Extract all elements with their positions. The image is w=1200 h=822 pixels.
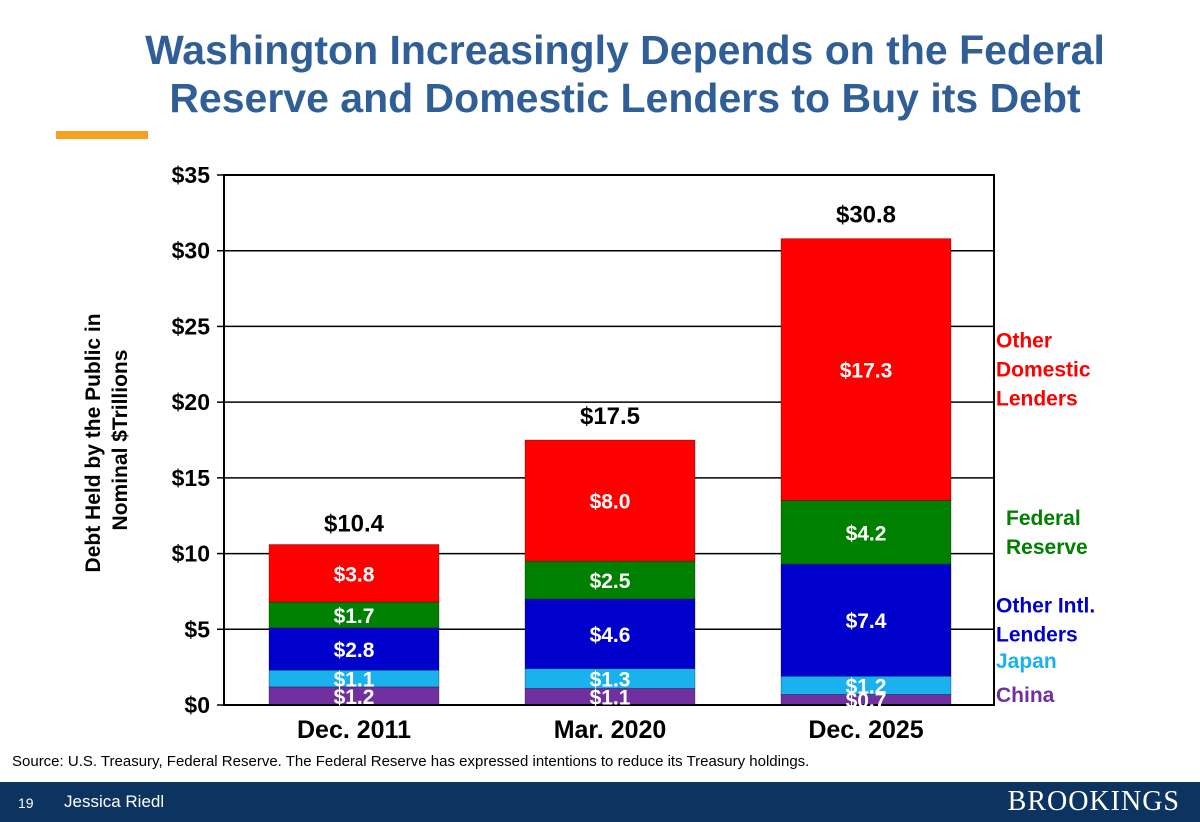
bar-total-label: $10.4 [324,511,385,538]
bar-data-label: $8.0 [590,491,631,514]
bar-data-label: $3.8 [334,563,375,586]
legend-entry: China [996,684,1055,707]
x-category-label: Dec. 2025 [808,716,923,744]
legend-entry: Japan [996,650,1057,673]
y-tick-label: $25 [172,313,211,339]
y-tick-label: $15 [172,465,211,491]
bar-data-label: $1.1 [590,687,631,710]
legend: China Japan Other Intl. Lenders Federal Reser… [996,330,1095,707]
slide-title-line-1: Washington Increasingly Depends on the F… [145,27,1105,73]
bar-data-label: $1.1 [334,669,375,692]
y-tick-label: $0 [184,692,210,718]
y-tick-label: $10 [172,541,210,567]
y-axis-label: Debt Held by the Public in Nominal $Tril… [82,308,132,573]
bar-data-label: $2.8 [334,639,375,662]
bar-segment [780,238,952,501]
bar-segment [268,544,440,603]
slide-title-line-2: Reserve and Domestic Lenders to Buy its … [169,75,1081,121]
bar-data-label: $1.7 [334,605,375,628]
stacked-bar-chart: $0$5$10$15$20$25$30$35 $1.2$1.1$2.8$1.7$… [82,162,1095,744]
bar-data-label: $2.5 [590,570,631,593]
bar-data-label: $1.3 [590,669,631,692]
brookings-logo: BROOKINGS [1007,786,1180,817]
page-number: 19 [18,795,34,811]
y-tick-label: $30 [172,238,210,264]
bar-data-label: $1.2 [846,675,887,698]
bar-data-label: $0.7 [846,690,887,713]
legend-entry: Other Intl. Lenders [996,595,1095,647]
bar-data-label: $4.6 [590,624,631,647]
footer-bar: 19 Jessica Riedl BROOKINGS [0,782,1200,822]
y-tick-label: $35 [172,162,211,188]
x-category-label: Dec. 2011 [297,716,411,744]
bar-data-label: $4.2 [846,522,887,545]
plot-frame [223,174,995,706]
y-tick-label: $20 [172,389,210,415]
y-axis-ticks: $0 $5 $10 $15 $20 $25 $30 $35 [172,162,224,718]
bar-segment [524,598,696,670]
bars [268,238,952,706]
y-axis-label-line-2: Nominal $Trillions [109,350,132,531]
bar-segment [780,563,952,677]
y-tick-label: $5 [184,616,210,642]
bar-segment [524,560,696,600]
legend-entry: Federal Reserve [1006,507,1088,559]
slide-title: Washington Increasingly Depends on the F… [60,26,1190,122]
bar-data-label: $17.3 [840,360,893,383]
bar-segment [268,627,440,671]
title-accent-bar [56,131,148,139]
bar-data-label: $7.4 [846,610,887,633]
y-axis-label-line-1: Debt Held by the Public in [82,313,105,572]
bar-total-label: $30.8 [836,202,896,229]
legend-entry: Other Domestic Lenders [996,330,1091,411]
bar-segment [780,500,952,565]
bar-data-label: $1.2 [334,686,375,709]
bar-total-label: $17.5 [580,403,640,430]
bar-segment [524,439,696,562]
author-name: Jessica Riedl [64,792,165,811]
x-category-label: Mar. 2020 [554,716,667,744]
source-note: Source: U.S. Treasury, Federal Reserve. … [12,753,810,770]
